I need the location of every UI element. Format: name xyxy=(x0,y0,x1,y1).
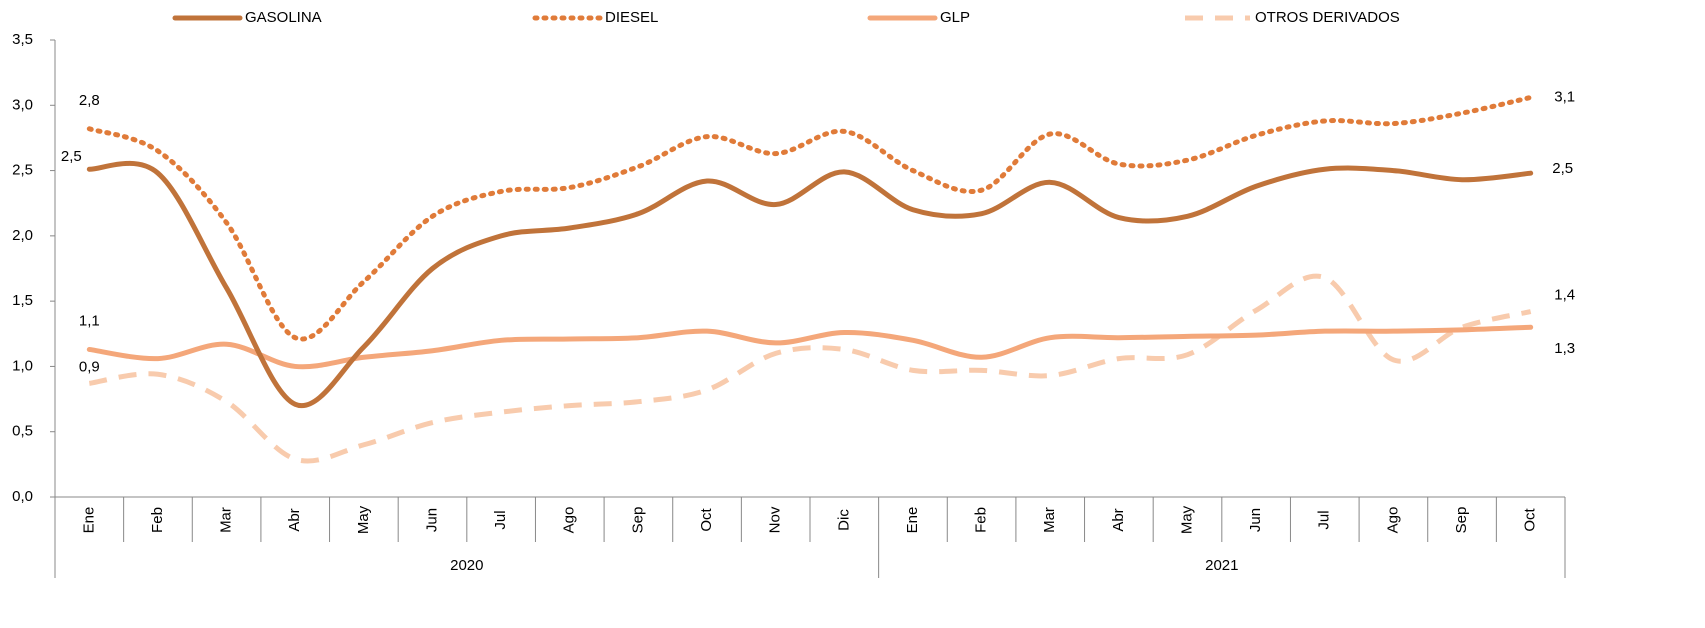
x-tick-label: Nov xyxy=(767,506,784,533)
x-tick-label: Abr xyxy=(286,508,303,531)
series-line xyxy=(86,324,1534,370)
data-label: 1,1 xyxy=(79,312,100,329)
legend-label: GLP xyxy=(940,9,970,26)
y-tick-label: 3,5 xyxy=(12,31,33,48)
y-tick-label: 1,0 xyxy=(12,357,33,374)
y-tick-label: 0,5 xyxy=(12,423,33,440)
series-line xyxy=(86,161,1534,409)
data-label: 2,5 xyxy=(1552,160,1573,177)
x-tick-label: Jul xyxy=(492,510,509,529)
x-tick-label: May xyxy=(1178,505,1195,534)
group-label: 2020 xyxy=(450,557,483,574)
series-line xyxy=(86,94,1534,342)
data-label: 2,5 xyxy=(61,148,82,165)
x-tick-label: Oct xyxy=(698,508,715,532)
legend-label: GASOLINA xyxy=(245,9,322,26)
x-tick-label: Sep xyxy=(629,507,646,534)
x-tick-label: May xyxy=(355,505,372,534)
group-label: 2021 xyxy=(1205,557,1238,574)
x-tick-label: Oct xyxy=(1522,508,1539,532)
x-tick-label: Sep xyxy=(1453,507,1470,534)
x-tick-label: Jun xyxy=(1247,508,1264,532)
data-label: 1,4 xyxy=(1554,287,1575,304)
data-label: 1,3 xyxy=(1554,340,1575,357)
y-tick-label: 3,0 xyxy=(12,96,33,113)
x-tick-label: Jun xyxy=(423,508,440,532)
x-tick-label: Jul xyxy=(1316,510,1333,529)
data-label: 2,8 xyxy=(79,92,100,109)
x-tick-label: Mar xyxy=(218,507,235,533)
y-tick-label: 1,5 xyxy=(12,292,33,309)
series-line xyxy=(88,273,1532,464)
data-label: 3,1 xyxy=(1554,88,1575,105)
y-tick-label: 0,0 xyxy=(12,488,33,505)
legend-label: DIESEL xyxy=(605,9,658,26)
data-label: 0,9 xyxy=(79,358,100,375)
x-tick-label: Ene xyxy=(904,507,921,534)
x-tick-label: Ago xyxy=(1384,507,1401,534)
x-tick-label: Abr xyxy=(1110,508,1127,531)
legend-label: OTROS DERIVADOS xyxy=(1255,9,1400,26)
x-tick-label: Dic xyxy=(835,509,852,531)
x-tick-label: Ago xyxy=(561,507,578,534)
x-tick-label: Ene xyxy=(80,507,97,534)
x-tick-label: Feb xyxy=(973,507,990,533)
x-tick-label: Feb xyxy=(149,507,166,533)
x-tick-label: Mar xyxy=(1041,507,1058,533)
y-tick-label: 2,0 xyxy=(12,227,33,244)
y-tick-label: 2,5 xyxy=(12,162,33,179)
